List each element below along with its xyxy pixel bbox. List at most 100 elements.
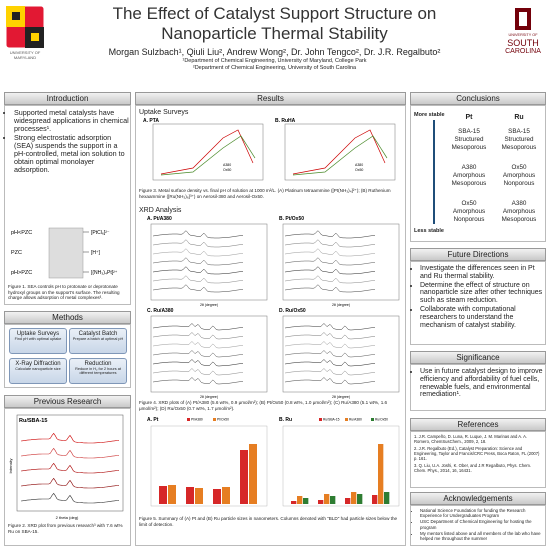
- diagram-label: pH<PZC: [11, 230, 32, 236]
- xrd-trace: [284, 230, 376, 239]
- section-heading: Acknowledgements: [410, 492, 546, 505]
- figure-caption: Figure 5. Summary of (A) Pt and (B) Ru p…: [139, 516, 398, 527]
- bullet: Use in future catalyst design to improve…: [420, 368, 545, 399]
- section-heading: References: [410, 418, 546, 431]
- section-heading: Introduction: [4, 92, 131, 105]
- usc-text-1: UNIVERSITY OF: [508, 33, 538, 37]
- xrd-trace: [20, 447, 120, 459]
- panel-label: B. Ru: [279, 417, 292, 423]
- bar-shape: [378, 444, 384, 504]
- figure-caption: Figure 1. SEA controls pH to protonate o…: [8, 284, 120, 301]
- usc-text-2: SOUTH: [507, 38, 539, 48]
- bar-shape: [213, 489, 221, 504]
- xrd-trace: [284, 239, 376, 248]
- xrd-trace: [20, 492, 120, 504]
- xrd-trace: [284, 341, 376, 349]
- umd-shield: [5, 5, 45, 49]
- affiliation: ¹Department of Chemical Engineering, Uni…: [182, 58, 367, 64]
- xrd-trace: [152, 266, 244, 275]
- legend-label: A380: [355, 163, 363, 167]
- plot-frame: [282, 223, 400, 301]
- bar-shape: [240, 450, 248, 504]
- subheading: XRD Analysis: [139, 207, 182, 214]
- section-heading: Significance: [410, 351, 546, 364]
- conclusion-cell: Ox50 Amorphous Nonporous: [452, 200, 486, 223]
- method-box: Reduction Reduce in H₂ for 2 hours at dif…: [69, 358, 127, 384]
- reference: 3. Q. Liu, U.A. Joshi, K. Ober, and J.R …: [414, 463, 532, 473]
- axis-label: Intensity: [8, 459, 13, 474]
- axis-label: 2θ (degree): [332, 303, 350, 307]
- xrd-trace: [284, 377, 376, 385]
- figure-caption: Figure 2. XRD plot from previous researc…: [8, 523, 123, 534]
- plot-frame: [152, 123, 264, 181]
- diagram-label: [(NH₃)₄Pt]²⁺: [91, 270, 118, 276]
- method-box: X-Ray Diffraction Calculate nanoparticle …: [9, 358, 67, 384]
- bullet-list: National Science Foundation for funding …: [411, 508, 545, 541]
- plot-frame: [284, 123, 396, 181]
- legend-swatch: [345, 418, 348, 421]
- affiliation: ²Department of Chemical Engineering, Uni…: [192, 65, 357, 71]
- bullet: USC Department of Chemical Engineering f…: [420, 519, 545, 529]
- bar-shape: [297, 496, 303, 504]
- xrd-trace: [152, 368, 244, 376]
- legend-swatch: [371, 418, 374, 421]
- plot-frame: [150, 315, 268, 393]
- conclusion-cell: A380 Amorphous Mesoporous: [501, 200, 537, 223]
- xrd-trace: [284, 323, 376, 331]
- xrd-trace: [284, 257, 376, 266]
- bar-shape: [372, 495, 378, 504]
- bar-plots: A. Pt Pt/A380 Pt/Ox50 B. Ru Ru/SBA-15 Ru/A380…: [147, 417, 400, 507]
- conclusions-box: More stable Less stable Pt Ru SBA-15 Struc…: [410, 105, 546, 242]
- xrd-trace: [284, 248, 376, 257]
- legend-label: A380: [223, 163, 231, 167]
- panel-label: A. PTA: [143, 118, 159, 124]
- bar-shape: [324, 494, 330, 504]
- conclusion-cell: SBA-15 Structured Mesoporous: [451, 128, 487, 151]
- diagram-label: [PtCl₆]²⁻: [91, 230, 110, 236]
- figure-caption: Figure 3. Metal surface density vs. fina…: [139, 188, 391, 199]
- method-text: Find pH with optimal uptake: [14, 337, 62, 341]
- panel-label: A. Pt: [147, 417, 159, 423]
- bar-shape: [351, 492, 357, 504]
- significance-box: Use in future catalyst design to improve…: [410, 364, 546, 411]
- xrd-trace: [284, 350, 376, 358]
- bar-shape: [249, 444, 257, 504]
- uptake-curve: [160, 135, 256, 176]
- umd-logo: UNIVERSITY OF MARYLAND: [4, 4, 46, 66]
- xrd-trace: [152, 248, 244, 257]
- xrd-trace: [152, 377, 244, 385]
- bar-shape: [222, 487, 230, 504]
- method-title: Reduction: [84, 361, 112, 367]
- bullet: Supported metal catalysts have widesprea…: [14, 109, 130, 133]
- method-box: Uptake Surveys Find pH with optimal uptak…: [9, 328, 67, 354]
- bullet-list: Use in future catalyst design to improve…: [411, 368, 545, 399]
- xrd-trace: [20, 477, 120, 489]
- umd-text: UNIVERSITY OF MARYLAND: [9, 50, 41, 60]
- column-header: Ru: [514, 114, 524, 121]
- panel-label: B. Pt/Ox50: [279, 216, 304, 222]
- bar-shape: [303, 498, 309, 504]
- panel-label: B. RuHA: [275, 118, 296, 124]
- xrd-trace: [152, 350, 244, 358]
- usc-text-3: CAROLINA: [505, 48, 541, 55]
- conclusion-cell: A380 Amorphous Mesoporous: [451, 164, 487, 187]
- methods-box: Uptake Surveys Find pH with optimal uptak…: [4, 324, 131, 388]
- authors: Morgan Sulzbach¹, Qiuli Liu², Andrew Won…: [108, 47, 441, 57]
- bullet: My mentors listed above and all members …: [420, 531, 545, 541]
- axis-label: 2θ (degree): [200, 303, 218, 307]
- uptake-curve: [292, 135, 388, 176]
- reference: 1. J.R. Campeño, D. Luna, R. Luque, J. M…: [414, 434, 528, 444]
- xrd-trace: [152, 323, 244, 331]
- bar-shape: [318, 500, 324, 504]
- xrd-plot: Ru/SBA-15 2 theta (deg) Intensity: [8, 414, 124, 520]
- method-title: Catalyst Batch: [78, 331, 118, 337]
- bullet: Investigate the differences seen in Pt a…: [420, 265, 545, 281]
- conclusion-cell: SBA-15 Structured Mesoporous: [501, 128, 537, 151]
- axis-label: 2 theta (deg): [56, 515, 79, 520]
- bullet-list: Supported metal catalysts have widesprea…: [5, 109, 130, 174]
- references-box: 1. J.R. Campeño, D. Luna, R. Luque, J. M…: [410, 431, 546, 488]
- column-header: Pt: [465, 114, 473, 121]
- future-box: Investigate the differences seen in Pt a…: [410, 261, 546, 345]
- previous-research-box: Ru/SBA-15 2 theta (deg) Intensity Figure…: [4, 408, 131, 546]
- figure-caption: Figure 4. XRD plots of (A) Pt/A380 (5.6 …: [139, 400, 388, 411]
